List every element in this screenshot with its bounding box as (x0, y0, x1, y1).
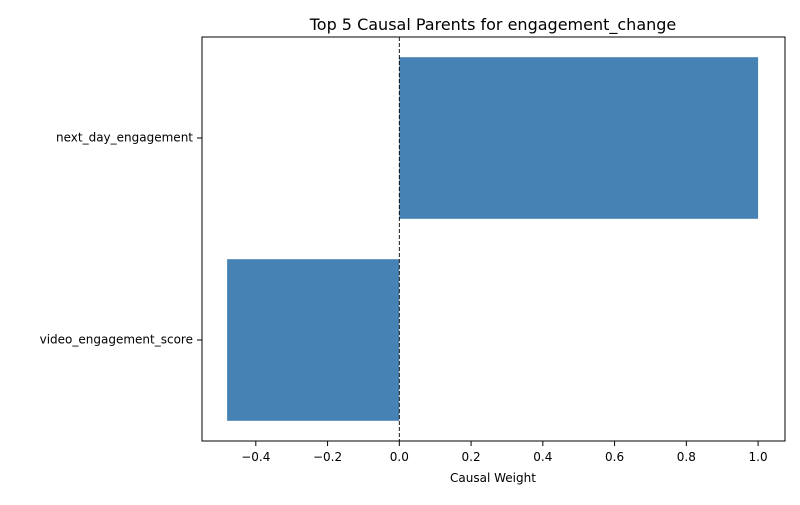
plot-frame (201, 36, 786, 442)
y-axis: next_day_engagement video_engagement_scor… (40, 131, 202, 347)
y-tick-label: video_engagement_score (40, 333, 193, 347)
x-tick-label: 0.4 (533, 450, 552, 464)
bar-video-engagement-score (227, 259, 400, 421)
bar-next-day-engagement (399, 57, 759, 219)
x-tick-label: 0.6 (605, 450, 624, 464)
x-tick-label: −0.2 (313, 450, 342, 464)
x-tick-label: 0.8 (677, 450, 696, 464)
x-tick-label: 0.0 (390, 450, 409, 464)
x-tick-label: 1.0 (749, 450, 768, 464)
x-tick-label: 0.2 (462, 450, 481, 464)
x-axis-label: Causal Weight (450, 471, 536, 485)
bars-layer (227, 57, 759, 421)
x-tick-label: −0.4 (241, 450, 270, 464)
y-tick-label: next_day_engagement (56, 131, 193, 145)
chart-title: Top 5 Causal Parents for engagement_chan… (309, 15, 677, 35)
x-axis: −0.4 −0.2 0.0 0.2 0.4 0.6 0.8 1.0 (241, 441, 768, 464)
